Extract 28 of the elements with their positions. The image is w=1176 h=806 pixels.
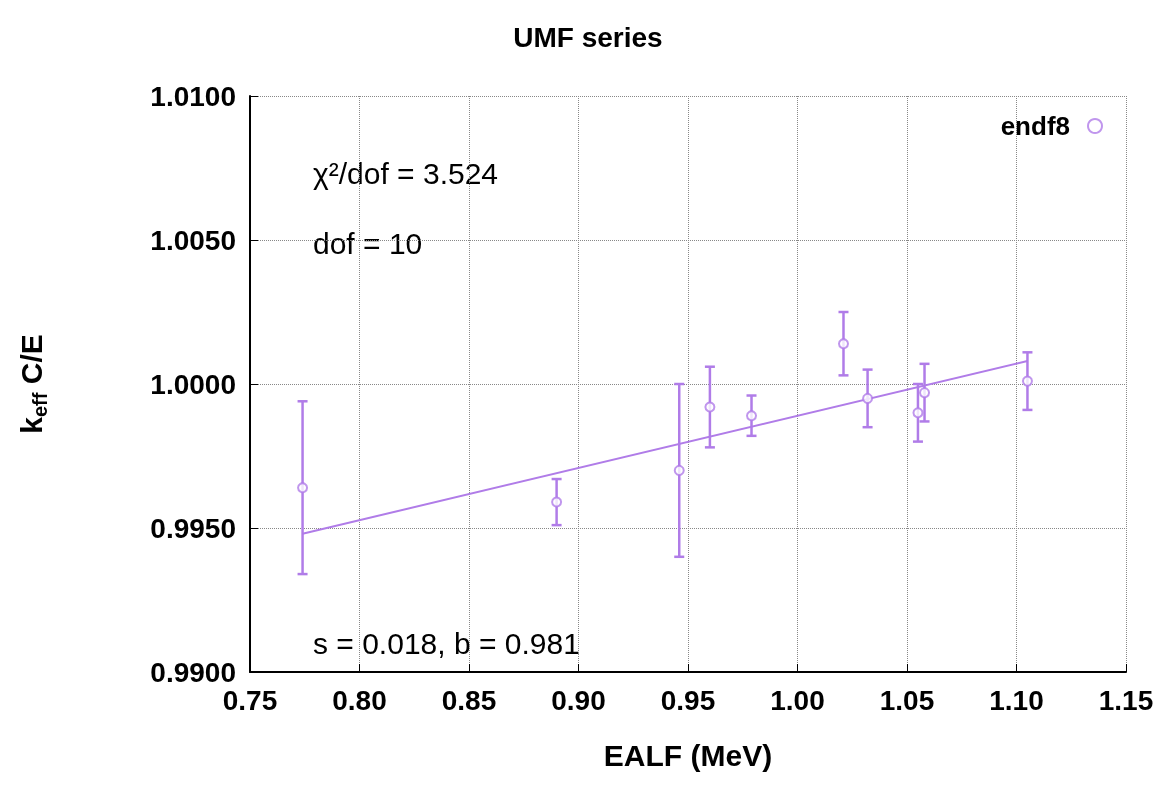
chart-title: UMF series <box>513 21 663 53</box>
legend-label: endf8 <box>1000 111 1070 141</box>
x-tick-label: 1.00 <box>770 684 825 716</box>
y-tick-label: 1.0100 <box>150 80 236 112</box>
point <box>746 410 758 422</box>
point <box>704 401 716 413</box>
point <box>673 464 685 476</box>
annotation: χ²/dof = 3.524 <box>313 156 499 190</box>
x-tick-label: 1.15 <box>1098 684 1154 716</box>
point <box>551 496 563 508</box>
x-tick-label: 0.95 <box>660 684 716 716</box>
point <box>919 387 931 399</box>
x-tick-label: 1.10 <box>989 684 1044 716</box>
x-tick-label: 1.05 <box>879 684 935 716</box>
x-tick-label: 0.90 <box>551 684 606 716</box>
annotation: s = 0.018, b = 0.981 <box>313 626 580 660</box>
point <box>912 407 924 419</box>
x-axis-title: EALF (MeV) <box>603 738 773 772</box>
point <box>297 482 309 494</box>
y-axis-title: keff C/E <box>14 334 51 434</box>
point <box>862 392 874 404</box>
point <box>838 338 849 350</box>
point <box>1021 375 1033 387</box>
x-tick-label: 0.85 <box>441 684 497 716</box>
x-tick-label: 0.80 <box>332 684 387 716</box>
y-tick-label: 1.0000 <box>150 368 236 400</box>
y-tick-label: 1.0050 <box>150 224 236 256</box>
y-tick-label: 0.9950 <box>150 512 236 544</box>
